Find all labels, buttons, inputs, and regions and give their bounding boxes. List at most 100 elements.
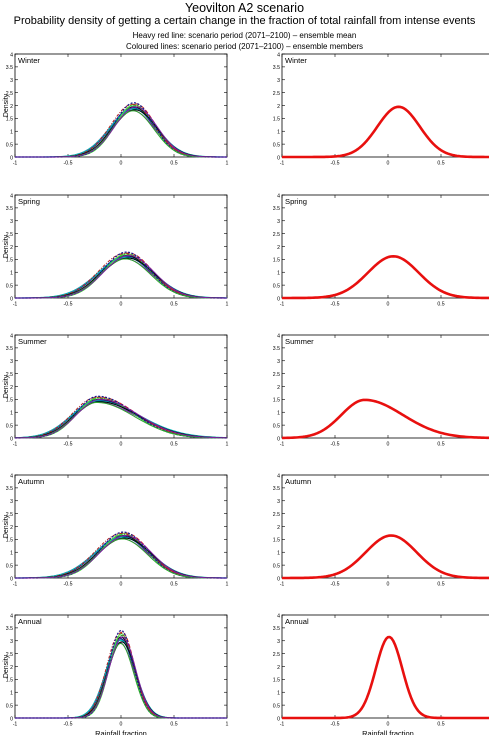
ensemble-member-line <box>15 632 227 719</box>
ensemble-member-line <box>14 537 228 579</box>
y-tick-label: 2.5 <box>6 372 13 378</box>
y-tick-label: 3 <box>10 359 13 365</box>
x-tick-label: -0.5 <box>64 442 73 448</box>
ensemble-member-line <box>15 254 228 299</box>
y-axis-label: Density <box>3 234 10 258</box>
panel-annual-members: 0 0.5 1 1.5 2 2.5 3 3.5 4 -1 -0.5 0 0.5 1 Annual Densit… <box>3 613 229 735</box>
ensemble-member-line <box>15 102 227 158</box>
plot-frame <box>14 614 228 719</box>
y-tick-label: 0.5 <box>6 703 13 709</box>
x-tick-label: -1 <box>13 442 18 448</box>
plot-frame <box>281 474 489 579</box>
x-tick-label: 1 <box>226 582 229 588</box>
y-tick-label: 1 <box>277 691 280 697</box>
x-tick-label: 0 <box>120 442 123 448</box>
panel-title: Spring <box>285 197 307 206</box>
ensemble-member-line <box>15 255 228 299</box>
y-tick-label: 1 <box>10 130 13 136</box>
ensemble-member-line <box>15 256 228 299</box>
ensemble-member-line <box>15 533 227 579</box>
figure-title: Yeovilton A2 scenario <box>184 1 305 15</box>
legend-note-members: Coloured lines: scenario period (2071–21… <box>125 42 364 51</box>
panel-title: Annual <box>18 617 42 626</box>
y-tick-label: 2 <box>10 245 13 251</box>
y-tick-label: 1.5 <box>273 398 280 404</box>
y-tick-label: 1.5 <box>273 678 280 684</box>
panel-title: Autumn <box>18 477 44 486</box>
x-tick-label: 0.5 <box>437 161 444 167</box>
x-tick-label: 0.5 <box>437 722 444 728</box>
x-tick-label: -1 <box>13 161 18 167</box>
y-tick-label: 1 <box>277 411 280 417</box>
x-tick-label: -0.5 <box>64 722 73 728</box>
y-tick-label: 0.5 <box>273 423 280 429</box>
y-tick-label: 4 <box>277 333 280 339</box>
y-axis-label: Density <box>3 93 10 117</box>
ensemble-member-line <box>15 642 227 719</box>
y-tick-label: 3 <box>10 219 13 225</box>
ensemble-member-line <box>15 537 227 579</box>
ensemble-member-line <box>15 636 227 719</box>
ensemble-member-line <box>15 636 227 719</box>
x-tick-label: -0.5 <box>64 582 73 588</box>
y-tick-label: 3.5 <box>273 65 280 71</box>
y-tick-label: 3.5 <box>273 486 280 492</box>
y-tick-label: 4 <box>277 473 280 479</box>
y-tick-label: 1.5 <box>6 258 13 264</box>
x-tick-label: -1 <box>13 722 18 728</box>
figure-subtitle: Probability density of getting a certain… <box>13 15 476 27</box>
y-tick-label: 0.5 <box>273 142 280 148</box>
ensemble-member-line <box>15 253 228 299</box>
y-tick-label: 1.5 <box>6 398 13 404</box>
ensemble-member-line <box>15 534 227 579</box>
y-tick-label: 3.5 <box>273 626 280 632</box>
x-tick-label: 0 <box>120 722 123 728</box>
y-tick-label: 2.5 <box>6 232 13 238</box>
x-tick-label: 0.5 <box>170 161 177 167</box>
panel-annual-mean: 00.511.522.533.54-1-0.500.51AnnualRainfa… <box>273 613 489 735</box>
ensemble-mean-line <box>281 534 489 580</box>
y-tick-label: 0 <box>10 716 13 722</box>
y-tick-label: 0.5 <box>6 423 13 429</box>
y-tick-label: 1 <box>10 551 13 557</box>
y-tick-label: 3 <box>10 639 13 645</box>
x-tick-label: -0.5 <box>331 722 340 728</box>
y-tick-label: 3 <box>10 78 13 84</box>
y-tick-label: 2 <box>10 385 13 391</box>
ensemble-member-line <box>15 252 227 299</box>
x-tick-label: 0 <box>387 161 390 167</box>
ensemble-member-line <box>15 642 227 719</box>
y-tick-label: 3.5 <box>6 626 13 632</box>
y-tick-label: 2 <box>277 665 280 671</box>
x-tick-label: -0.5 <box>331 302 340 308</box>
x-tick-label: 0 <box>387 302 390 308</box>
y-tick-label: 3 <box>277 499 280 505</box>
y-tick-label: 0 <box>277 296 280 302</box>
ensemble-mean-line <box>282 105 489 159</box>
x-tick-label: 0.5 <box>170 722 177 728</box>
y-tick-label: 2 <box>10 665 13 671</box>
y-tick-label: 3.5 <box>6 486 13 492</box>
x-tick-label: 1 <box>226 302 229 308</box>
panel-title: Summer <box>285 337 314 346</box>
y-tick-label: 2.5 <box>273 652 280 658</box>
x-tick-label: 1 <box>226 442 229 448</box>
x-tick-label: 0.5 <box>170 582 177 588</box>
x-tick-label: 0.5 <box>437 442 444 448</box>
x-tick-label: 0.5 <box>437 582 444 588</box>
y-tick-label: 4 <box>10 613 13 619</box>
y-tick-label: 0 <box>277 155 280 161</box>
panel-title: Winter <box>18 56 40 65</box>
y-tick-label: 3.5 <box>273 346 280 352</box>
y-tick-label: 2 <box>277 385 280 391</box>
ensemble-member-line <box>15 639 227 719</box>
panel-title: Autumn <box>285 477 311 486</box>
y-tick-label: 2 <box>277 104 280 110</box>
y-tick-label: 3 <box>277 219 280 225</box>
x-tick-label: -1 <box>280 442 285 448</box>
y-tick-label: 3.5 <box>273 206 280 212</box>
y-tick-label: 1 <box>10 691 13 697</box>
